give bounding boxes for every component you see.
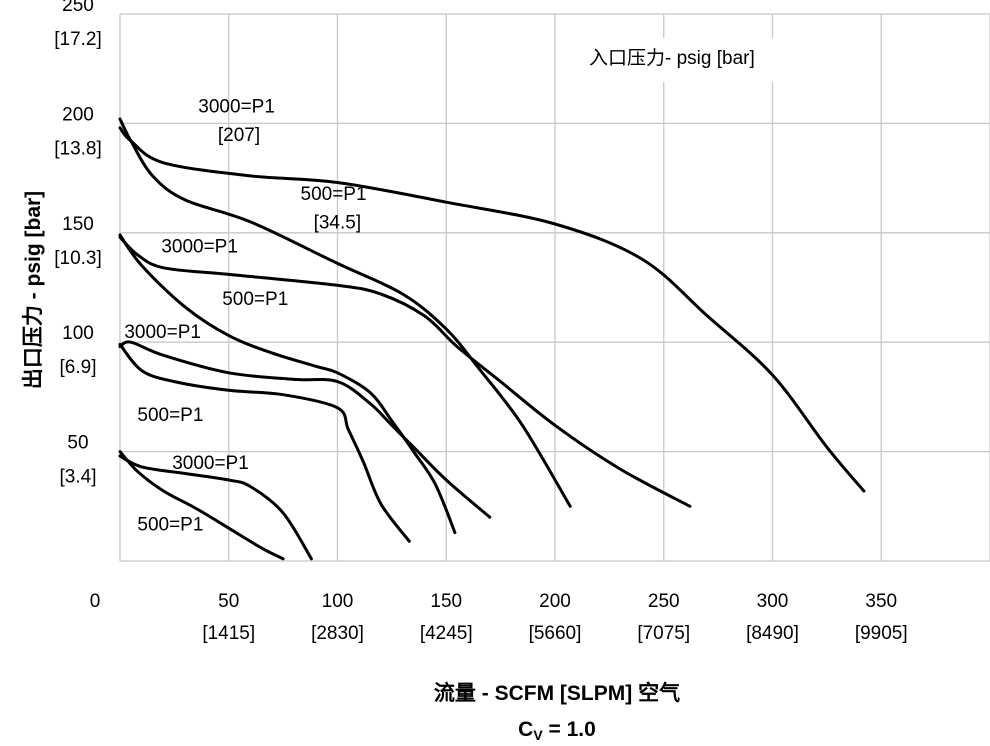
x-tick-sublabel: [7075] xyxy=(637,623,690,644)
y-tick-label: 150 xyxy=(62,214,94,235)
x-tick-sublabel: [2830] xyxy=(311,623,364,644)
x-tick-label: 50 xyxy=(218,591,239,612)
y-tick-label: 100 xyxy=(62,323,94,344)
series-curve-4 xyxy=(118,233,457,535)
y-tick-sublabel: [17.2] xyxy=(54,29,102,50)
series-curve-6 xyxy=(118,342,411,543)
curve-label: 500=P1 xyxy=(137,514,203,535)
subtitle-subscript: V xyxy=(533,727,543,743)
axis-ticks: 0 50 [1415] 100 [2830] 150 [4245] 200 [5660] 250 [… xyxy=(54,0,907,644)
x-tick-label: 350 xyxy=(865,591,897,612)
legend-title: 入口压力- psig [bar] xyxy=(589,47,755,69)
curve-label: [34.5] xyxy=(314,212,362,233)
y-tick-sublabel: [6.9] xyxy=(60,357,97,378)
subtitle-suffix: = 1.0 xyxy=(543,718,596,741)
series-curve-3 xyxy=(118,235,692,508)
curve-label: 500=P1 xyxy=(301,184,367,205)
x-tick-sublabel: [9905] xyxy=(855,623,908,644)
x-tick-sublabel: [4245] xyxy=(420,623,473,644)
series-curve-8 xyxy=(118,450,285,561)
curve-label: 3000=P1 xyxy=(124,322,201,343)
series-curve-5 xyxy=(118,340,492,519)
y-tick-label: 200 xyxy=(62,104,94,125)
curve-labels: 3000=P1 [207] 500=P1 [34.5] 3000=P1 500=P1 300… xyxy=(124,96,366,535)
x-tick-sublabel: [8490] xyxy=(746,623,799,644)
y-tick-sublabel: [10.3] xyxy=(54,248,102,269)
curve-label: 3000=P1 xyxy=(161,236,238,257)
x-tick-label: 100 xyxy=(322,591,354,612)
subtitle: CV = 1.0 xyxy=(518,718,596,743)
series-curve-2 xyxy=(118,117,572,508)
x-tick-label: 150 xyxy=(430,591,462,612)
x-tick-sublabel: [1415] xyxy=(202,623,255,644)
y-tick-label: 250 xyxy=(62,0,94,16)
x-axis-title: 流量 - SCFM [SLPM] 空气 xyxy=(434,681,680,705)
series-curve-7 xyxy=(118,454,313,561)
curve-label: 500=P1 xyxy=(137,405,203,426)
x-tick-label: 300 xyxy=(757,591,789,612)
y-tick-label: 50 xyxy=(67,433,88,454)
x-tick-label: 0 xyxy=(90,591,101,612)
x-tick-label: 200 xyxy=(539,591,571,612)
grid xyxy=(119,13,990,562)
y-axis-title: 出口压力 - psig [bar] xyxy=(22,191,45,389)
series-curve-1 xyxy=(118,126,866,493)
curve-label: 3000=P1 xyxy=(198,96,275,117)
subtitle-prefix: C xyxy=(518,718,533,741)
series-curves xyxy=(118,117,866,561)
y-tick-sublabel: [13.8] xyxy=(54,138,102,159)
legend-box xyxy=(558,38,808,82)
curve-label: [207] xyxy=(218,125,260,146)
curve-label: 3000=P1 xyxy=(172,453,249,474)
curve-label: 500=P1 xyxy=(222,289,288,310)
y-tick-sublabel: [3.4] xyxy=(60,467,97,488)
x-tick-sublabel: [5660] xyxy=(529,623,582,644)
x-tick-label: 250 xyxy=(648,591,680,612)
